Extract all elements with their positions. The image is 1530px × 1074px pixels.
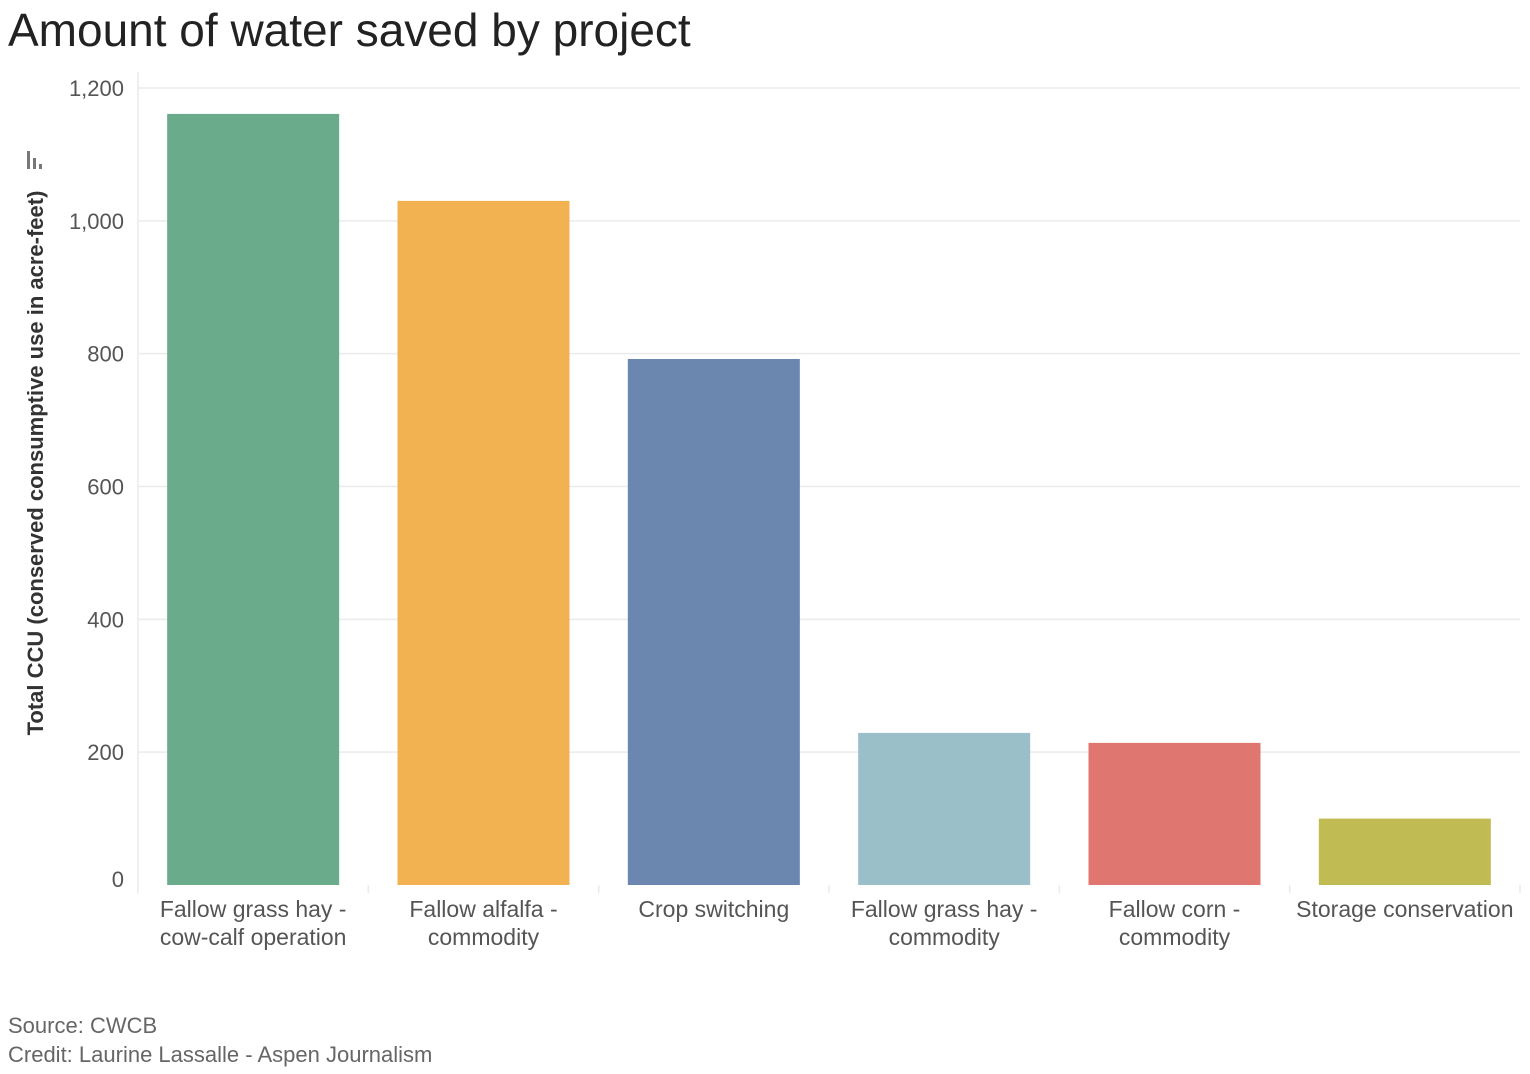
chart-title: Amount of water saved by project [8, 4, 691, 56]
x-tick-label-line: commodity [889, 924, 1001, 950]
y-tick-label: 800 [87, 342, 124, 367]
y-tick-label: 600 [87, 475, 124, 500]
x-axis-labels: Fallow grass hay -cow-calf operationFall… [160, 896, 1514, 950]
y-tick-label: 1,000 [69, 209, 124, 234]
credit-label: Credit: [8, 1042, 73, 1067]
x-tick-label-line: cow-calf operation [160, 924, 347, 950]
y-tick-label: 1,200 [69, 76, 124, 101]
x-tick-label: Fallow grass hay -cow-calf operation [160, 896, 347, 950]
x-tick-label: Fallow alfalfa -commodity [409, 896, 557, 950]
x-tick-label: Fallow grass hay -commodity [851, 896, 1038, 950]
x-tick-label: Storage conservation [1296, 896, 1513, 922]
credit-note: Credit: Laurine Lassalle - Aspen Journal… [8, 1041, 432, 1069]
x-tick-label: Fallow corn -commodity [1109, 896, 1241, 950]
x-tick-label-line: Fallow grass hay - [160, 896, 347, 922]
x-axis-tick-marks [137, 885, 1521, 893]
bar-5[interactable] [1088, 742, 1261, 885]
bar-2[interactable] [397, 200, 570, 886]
gridlines [137, 72, 1520, 885]
y-axis-ticks: 0 200 400 600 800 1,000 1,200 [69, 76, 124, 892]
y-tick-label: 200 [87, 740, 124, 765]
bar-chart: 0 200 400 600 800 1,000 1,200 Fallow grass hay… [23, 72, 1521, 950]
x-tick-label-line: commodity [428, 924, 540, 950]
x-tick-label-line: Fallow alfalfa - [409, 896, 557, 922]
bar-3[interactable] [627, 358, 800, 886]
x-tick-label-line: Storage conservation [1296, 896, 1513, 922]
bar-chart-icon [27, 151, 42, 169]
y-axis-title: Total CCU (conserved consumptive use in … [23, 191, 48, 736]
x-tick-label-line: Crop switching [638, 896, 789, 922]
source-value: CWCB [89, 1013, 158, 1038]
x-tick-label: Crop switching [638, 896, 789, 922]
credit-value: Laurine Lassalle - Aspen Journalism [78, 1042, 433, 1067]
x-tick-label-line: commodity [1119, 924, 1231, 950]
y-tick-label: 400 [87, 607, 124, 632]
bar-6[interactable] [1318, 818, 1491, 885]
y-tick-label: 0 [112, 867, 124, 892]
x-tick-label-line: Fallow corn - [1109, 896, 1241, 922]
bar-1[interactable] [167, 113, 340, 886]
x-tick-label-line: Fallow grass hay - [851, 896, 1038, 922]
bars [167, 113, 1491, 886]
source-note: Source: CWCB [8, 1012, 157, 1040]
source-label: Source: [8, 1013, 84, 1038]
bar-4[interactable] [858, 732, 1031, 885]
